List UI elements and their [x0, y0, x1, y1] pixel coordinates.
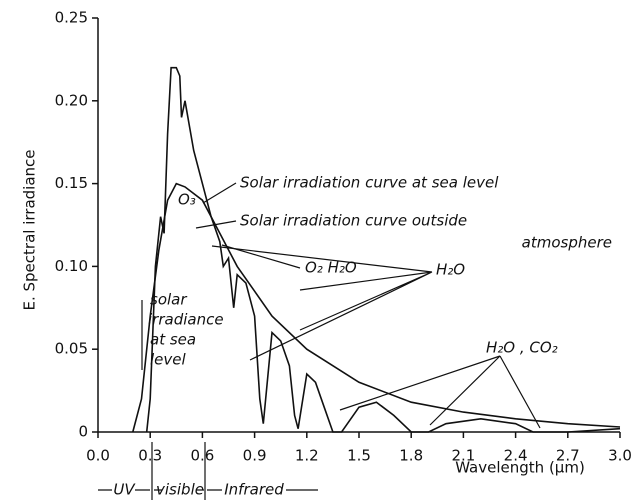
divider: [141, 300, 206, 500]
y-tick-label: 0.10: [55, 257, 88, 275]
annotation: at sea: [150, 331, 196, 349]
x-axis-label: Wavelength (µm): [455, 459, 585, 477]
x-tick-label: 0.3: [138, 447, 162, 465]
annotation: UV: [113, 481, 136, 499]
annotation: Solar irradiation curve outside: [240, 212, 467, 230]
pointers: [98, 182, 541, 500]
pointer: [339, 355, 541, 429]
annotation: H₂O , CO₂: [486, 339, 558, 357]
y-axis-label: E. Spectral irradiance: [21, 149, 39, 310]
pointer: [211, 245, 433, 361]
pointer: [202, 182, 237, 204]
annotation: O₂ H₂O: [305, 259, 357, 277]
annotation: O₃: [178, 191, 196, 209]
annotation: H₂O: [436, 261, 465, 279]
x-tick-label: 0.0: [86, 447, 110, 465]
x-tick-label: 3.0: [608, 447, 632, 465]
x-tick-label: 2.4: [504, 447, 528, 465]
y-tick-label: 0.20: [55, 91, 88, 109]
y-tick-label: 0.25: [55, 9, 88, 27]
annotation: Solar irradiation curve at sea level: [240, 174, 499, 192]
y-tick-label: 0.15: [55, 174, 88, 192]
spectrum-line: [132, 182, 621, 433]
annotation: irradiance: [148, 311, 224, 329]
x-tick-label: 2.7: [556, 447, 580, 465]
x-tick-label: 0.6: [190, 447, 214, 465]
annotation: Infrared: [224, 481, 284, 499]
x-tick-label: 1.8: [399, 447, 423, 465]
x-tick-label: 1.5: [347, 447, 371, 465]
spectrum-line: [145, 66, 621, 433]
x-tick-label: 1.2: [295, 447, 319, 465]
annotation: visible: [156, 481, 204, 499]
annotation: solar: [150, 291, 187, 309]
annotation: level: [150, 351, 187, 369]
x-tick-label: 0.9: [243, 447, 267, 465]
y-tick-label: 0: [78, 423, 88, 441]
y-tick-label: 0.05: [55, 340, 88, 358]
annotation: atmosphere: [522, 234, 612, 252]
x-tick-label: 2.1: [451, 447, 475, 465]
